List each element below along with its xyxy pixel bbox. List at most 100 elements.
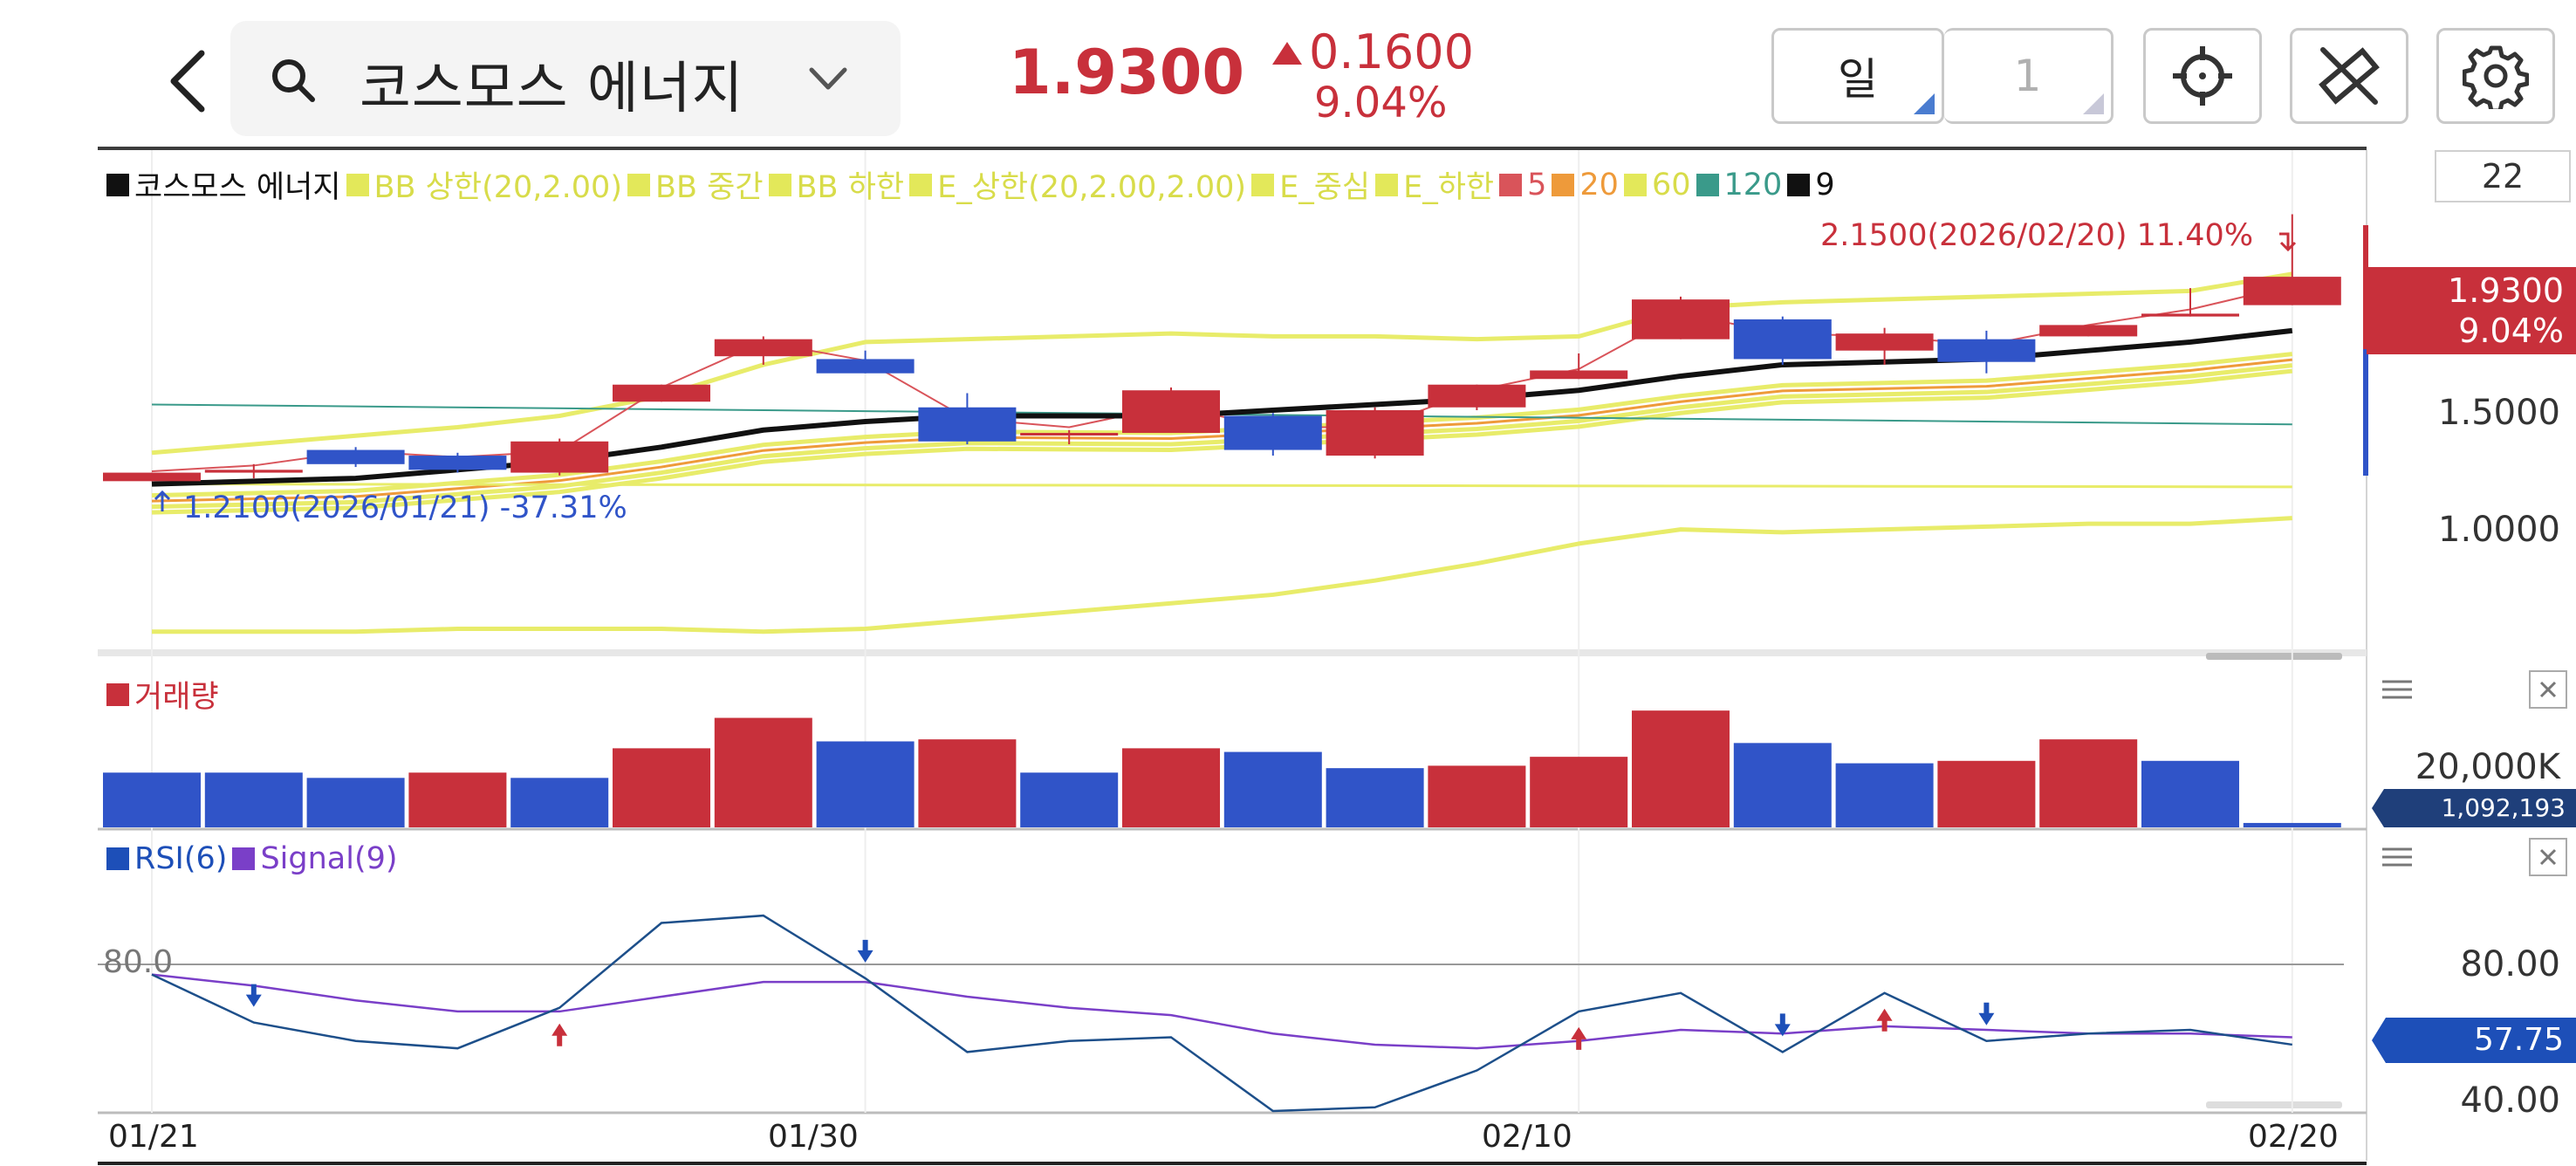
legend-swatch	[1787, 173, 1811, 196]
candle	[816, 359, 915, 374]
sell-signal-arrow-icon	[1774, 1013, 1791, 1037]
crosshair-icon	[2173, 46, 2232, 106]
legend-swatch	[768, 173, 791, 196]
candle	[1937, 339, 2036, 362]
envelope-lower-line	[151, 368, 2293, 515]
candle	[103, 472, 201, 482]
buy-signal-arrow-icon	[552, 1023, 568, 1046]
x-tick: 02/10	[1482, 1119, 1572, 1155]
x-tick: 01/30	[768, 1119, 859, 1155]
price-tag-price: 1.9300	[2448, 271, 2564, 310]
settings-button[interactable]	[2436, 28, 2555, 124]
price-change: 0.1600	[1309, 24, 1474, 79]
close-panel-button[interactable]	[2529, 838, 2567, 876]
volume-bar	[1937, 760, 2036, 827]
dropdown-corner-icon	[1914, 93, 1935, 114]
volume-bar	[1326, 768, 1424, 827]
rsi-level-label: 80.0	[103, 944, 174, 980]
draw-tools-button[interactable]	[2290, 28, 2408, 124]
chevron-down-icon	[809, 67, 847, 90]
period-unit-label: 일	[1838, 54, 1878, 105]
volume-bar	[1632, 710, 1730, 827]
candle	[1122, 390, 1220, 434]
legend-swatch	[1696, 173, 1719, 196]
candle	[2141, 313, 2239, 317]
candle	[1530, 370, 1628, 380]
current-price: 1.9300	[1009, 37, 1245, 108]
search-icon	[272, 59, 315, 102]
bb-upper-line	[151, 271, 2293, 456]
sell-signal-arrow-icon	[857, 939, 874, 963]
candle	[1632, 299, 1730, 340]
rsi-y-tick: 40.00	[2460, 1080, 2560, 1121]
legend-item: Signal(9)	[232, 841, 398, 876]
bb-middle-line	[151, 352, 2293, 498]
close-panel-button[interactable]	[2529, 670, 2567, 709]
legend-swatch	[1623, 173, 1647, 196]
legend-swatch	[106, 173, 129, 196]
ma5-line	[151, 284, 2293, 472]
volume-bar	[1122, 748, 1220, 827]
volume-bar	[816, 741, 915, 827]
dropdown-corner-icon	[2083, 93, 2104, 114]
sell-signal-arrow-icon	[1978, 1002, 1995, 1025]
legend-swatch	[1499, 173, 1523, 196]
close-icon	[2539, 848, 2557, 866]
buy-signal-arrow-icon	[1571, 1026, 1587, 1050]
rsi-line	[151, 914, 2292, 1113]
volume-bar	[103, 772, 201, 827]
candle	[408, 456, 507, 470]
volume-bar	[918, 739, 1017, 827]
menu-icon[interactable]	[2382, 679, 2412, 700]
period-value-select[interactable]: 1	[1944, 28, 2114, 124]
legend-swatch	[106, 847, 129, 870]
legend-swatch	[627, 173, 650, 196]
volume-tag: 1,092,193	[2372, 789, 2576, 827]
legend-item: 120	[1696, 168, 1782, 202]
sell-signal-arrow-icon	[245, 984, 262, 1007]
legend-item: 9	[1787, 168, 1835, 202]
period-unit-select[interactable]: 일	[1771, 28, 1944, 124]
candle	[1428, 384, 1526, 408]
back-icon	[170, 50, 205, 113]
stock-search-box[interactable]: 코스모스 에너지	[230, 21, 901, 136]
legend-label: 60	[1651, 167, 1691, 202]
price-change-pct: 9.04%	[1314, 79, 1448, 127]
legend-item: E_하한	[1375, 162, 1494, 207]
legend-item: E_중심	[1251, 162, 1370, 207]
ma60-line	[151, 483, 2292, 489]
candle	[1223, 415, 1322, 450]
candle	[714, 339, 812, 357]
panel-divider	[98, 649, 2367, 656]
candle	[2243, 277, 2341, 305]
envelope-center-line	[151, 363, 2293, 510]
volume-bar	[2039, 739, 2138, 827]
bb-lower-line	[152, 516, 2292, 634]
menu-icon[interactable]	[2382, 847, 2412, 868]
rsi-scrollbar	[2206, 1101, 2342, 1108]
x-tick: 02/20	[2248, 1119, 2339, 1155]
legend-label: BB 하한	[796, 170, 905, 205]
legend-item: 코스모스 에너지	[106, 162, 341, 207]
candle	[1835, 333, 1934, 351]
legend-label: E_상한(20,2.00,2.00)	[937, 170, 1247, 205]
volume-bar	[613, 748, 710, 827]
candle	[1326, 410, 1424, 456]
candle	[1020, 433, 1119, 436]
ma9-line	[151, 327, 2293, 487]
gear-icon	[2463, 45, 2529, 109]
volume-bar	[1835, 763, 1934, 827]
volume-bar	[510, 778, 609, 827]
candle	[306, 449, 405, 464]
candle	[1733, 319, 1832, 360]
legend-item: E_상한(20,2.00,2.00)	[909, 162, 1246, 207]
signal-line	[151, 973, 2292, 1050]
back-button[interactable]	[150, 42, 229, 120]
top-count-box[interactable]: 22	[2435, 150, 2571, 202]
crosshair-button[interactable]	[2143, 28, 2262, 124]
up-triangle-icon	[1272, 42, 1302, 65]
volume-bar	[1530, 757, 1628, 827]
price-y-tick: 1.0000	[2438, 510, 2560, 550]
low-marker-icon	[154, 490, 171, 511]
